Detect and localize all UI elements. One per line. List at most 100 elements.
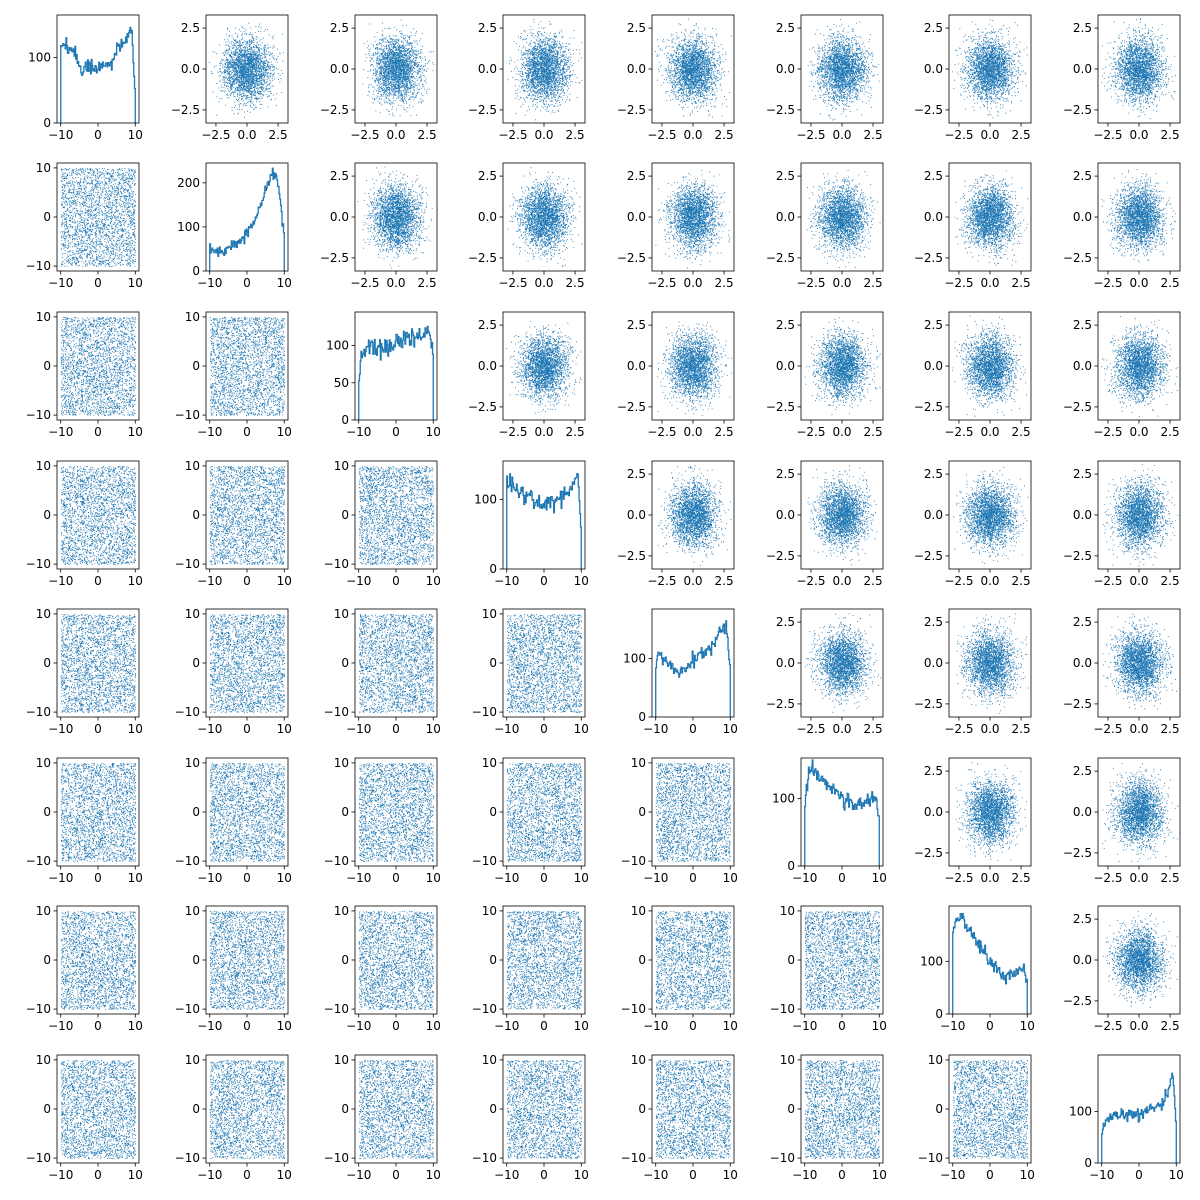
y-tick-label: 0.0 <box>627 508 646 522</box>
y-tick-label: −10 <box>472 854 497 868</box>
x-tick-label: 10 <box>128 722 143 736</box>
x-tick-label: −10 <box>346 1168 371 1182</box>
x-tick-label: 0.0 <box>534 276 553 290</box>
x-tick-label: 2.5 <box>864 574 883 588</box>
x-tick-label: 0 <box>392 1168 400 1182</box>
y-tick-label: 2.5 <box>776 21 795 35</box>
y-tick-label: 10 <box>185 756 200 770</box>
axes-frame <box>651 311 735 421</box>
y-tick-label: 2.5 <box>924 615 943 629</box>
y-tick-label: 0.0 <box>776 210 795 224</box>
y-tick-label: 0.0 <box>776 359 795 373</box>
y-tick-label: 100 <box>920 954 943 968</box>
x-tick-label: 0 <box>243 1019 251 1033</box>
x-tick-label: 0.0 <box>980 276 999 290</box>
scatter-points <box>358 910 435 1010</box>
subplot-r4-c2: −10 0 10 −10 0 10 <box>324 607 441 736</box>
axes-frame <box>502 14 586 124</box>
x-tick-label: 2.5 <box>418 128 437 142</box>
x-tick-label: 2.5 <box>715 276 734 290</box>
subplot-r2-c6: −2.5 0.0 2.5 −2.5 0.0 2.5 <box>914 311 1032 439</box>
y-tick-label: 0.0 <box>478 210 497 224</box>
subplot-r4-c6: −2.5 0.0 2.5 −2.5 0.0 2.5 <box>914 608 1032 736</box>
y-tick-label: 2.5 <box>181 21 200 35</box>
x-tick-label: 10 <box>277 871 292 885</box>
x-tick-label: 0 <box>1135 1168 1143 1182</box>
x-tick-label: −2.5 <box>944 425 973 439</box>
subplot-r2-c0: −10 0 10 −10 0 10 <box>26 310 143 439</box>
x-tick-label: −2.5 <box>1093 574 1122 588</box>
histogram-series <box>1101 1072 1177 1163</box>
axes-frame <box>502 757 586 867</box>
y-tick-label: −2.5 <box>1063 549 1092 563</box>
y-tick-label: 10 <box>36 161 51 175</box>
y-tick-label: 0 <box>341 656 349 670</box>
y-tick-label: 0 <box>489 562 497 576</box>
y-tick-label: 2.5 <box>330 169 349 183</box>
x-tick-label: 10 <box>426 1019 441 1033</box>
x-tick-label: 10 <box>277 1019 292 1033</box>
y-tick-label: 0 <box>489 805 497 819</box>
subplot-r6-c4: −10 0 10 −10 0 10 <box>621 904 738 1033</box>
y-tick-label: 0 <box>787 953 795 967</box>
y-tick-label: 0 <box>192 656 200 670</box>
x-tick-label: −2.5 <box>1093 425 1122 439</box>
x-tick-label: −10 <box>1089 1168 1114 1182</box>
y-tick-label: 10 <box>780 1053 795 1067</box>
axes-frame <box>800 608 884 718</box>
y-tick-label: −10 <box>26 259 51 273</box>
y-tick-label: 0 <box>787 1102 795 1116</box>
x-tick-label: 10 <box>128 128 143 142</box>
x-tick-label: 10 <box>574 722 589 736</box>
axes-frame <box>56 162 140 272</box>
scatter-points <box>358 763 435 862</box>
axes-frame <box>354 311 438 421</box>
scatter-points <box>1102 763 1179 862</box>
x-tick-label: 0.0 <box>1129 128 1148 142</box>
x-tick-label: −10 <box>346 1019 371 1033</box>
x-tick-label: −2.5 <box>647 425 676 439</box>
y-tick-label: −10 <box>26 557 51 571</box>
axes-frame <box>651 14 735 124</box>
y-tick-label: 0.0 <box>1073 210 1092 224</box>
y-tick-label: 0.0 <box>924 656 943 670</box>
subplot-r4-c1: −10 0 10 −10 0 10 <box>175 607 292 736</box>
y-tick-label: 2.5 <box>478 169 497 183</box>
x-tick-label: 2.5 <box>269 128 288 142</box>
x-tick-label: −10 <box>643 871 668 885</box>
y-tick-label: 0 <box>935 1102 943 1116</box>
subplot-r5-c4: −10 0 10 −10 0 10 <box>621 756 738 885</box>
subplot-r6-c7: −2.5 0.0 2.5 −2.5 0.0 2.5 <box>1063 905 1181 1033</box>
y-tick-label: 10 <box>928 1053 943 1067</box>
scatter-points <box>209 466 286 565</box>
scatter-points <box>807 465 878 566</box>
y-tick-label: 0 <box>787 859 795 873</box>
x-tick-label: 2.5 <box>1012 276 1031 290</box>
y-tick-label: −2.5 <box>617 549 646 563</box>
scatter-points <box>60 316 137 416</box>
x-tick-label: 0 <box>689 871 697 885</box>
y-tick-label: 10 <box>185 310 200 324</box>
subplot-r0-c7: −2.5 0.0 2.5 −2.5 0.0 2.5 <box>1063 14 1181 142</box>
y-tick-label: 0 <box>341 1102 349 1116</box>
y-tick-label: 0 <box>341 413 349 427</box>
x-tick-label: 10 <box>277 1168 292 1182</box>
x-tick-label: 0 <box>243 276 251 290</box>
scatter-points <box>657 465 732 567</box>
x-tick-label: 0.0 <box>980 128 999 142</box>
x-tick-label: −2.5 <box>944 128 973 142</box>
x-tick-label: −2.5 <box>350 128 379 142</box>
y-tick-label: 10 <box>185 1053 200 1067</box>
y-tick-label: −2.5 <box>617 103 646 117</box>
x-tick-label: 0.0 <box>1129 276 1148 290</box>
x-tick-label: 2.5 <box>1012 574 1031 588</box>
x-tick-label: −10 <box>346 871 371 885</box>
y-tick-label: 0 <box>192 1102 200 1116</box>
x-tick-label: −10 <box>48 722 73 736</box>
y-tick-label: −10 <box>26 1002 51 1016</box>
x-tick-label: 10 <box>574 574 589 588</box>
y-tick-label: −10 <box>324 1151 349 1165</box>
y-tick-label: 0 <box>43 116 51 130</box>
y-tick-label: 0.0 <box>1073 359 1092 373</box>
